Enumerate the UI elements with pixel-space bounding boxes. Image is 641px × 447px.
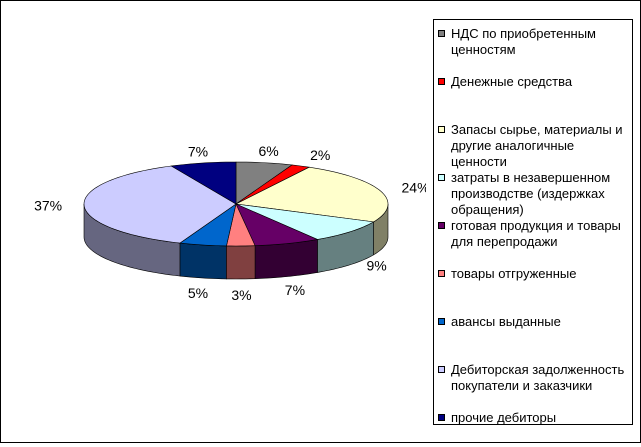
pie-data-label: 3% — [231, 287, 251, 303]
pie-slice-4 — [235, 203, 319, 246]
legend-swatch — [438, 270, 445, 277]
legend-label: Дебиторская задолженность покупатели и з… — [451, 362, 625, 393]
legend-swatch — [438, 30, 445, 37]
pie-slice-0 — [235, 161, 293, 205]
legend-swatch — [438, 366, 445, 373]
pie-slice-8 — [170, 161, 237, 205]
pie-slice-side-6 — [179, 242, 227, 280]
pie-slice-5 — [226, 203, 256, 247]
pie-slice-side-5 — [226, 245, 256, 280]
pie-data-labels: 6% 2% 24% 9% 7% 3% 5% 37% 7% — [34, 143, 429, 303]
pie-data-label: 9% — [367, 258, 387, 274]
pie-data-label: 7% — [285, 282, 305, 298]
legend-swatch — [438, 318, 445, 325]
pie-chart-area: 6% 2% 24% 9% 7% 3% 5% 37% 7% — [1, 1, 429, 442]
pie-data-label: 37% — [34, 198, 62, 214]
pie-sides — [83, 203, 389, 280]
legend-swatch — [438, 126, 445, 133]
legend-swatch — [438, 78, 445, 85]
pie-data-label: 5% — [188, 285, 208, 301]
legend-label: готовая продукция и товары для перепрода… — [451, 218, 621, 249]
legend-swatch — [438, 174, 445, 181]
pie-data-label: 7% — [188, 143, 208, 159]
legend-swatch — [438, 222, 445, 229]
legend-swatch — [438, 414, 445, 421]
pie-slice-3 — [235, 203, 375, 240]
legend-label: Денежные средства — [451, 74, 573, 89]
pie-slice-7 — [83, 165, 237, 244]
pie-chart: 6% 2% 24% 9% 7% 3% 5% 37% 7% — [34, 143, 429, 303]
pie-data-label: 24% — [402, 179, 427, 195]
pie-data-label: 2% — [310, 147, 330, 163]
legend-label: товары отгруженные — [451, 266, 577, 281]
chart-legend: НДС по приобретенным ценностям Денежные с… — [433, 19, 633, 425]
pie-slice-6 — [179, 203, 237, 247]
legend-label: авансы выданные — [451, 314, 561, 329]
legend-label: прочие дебиторы — [451, 410, 557, 425]
pie-data-label: 6% — [258, 143, 278, 159]
legend-label: затраты в незавершенном производстве (из… — [451, 170, 611, 217]
pie-top — [83, 161, 389, 247]
pie-slice-2 — [234, 166, 389, 223]
legend-label: Запасы сырье, материалы и другие аналоги… — [451, 122, 623, 169]
legend-label: НДС по приобретенным ценностям — [451, 26, 596, 57]
